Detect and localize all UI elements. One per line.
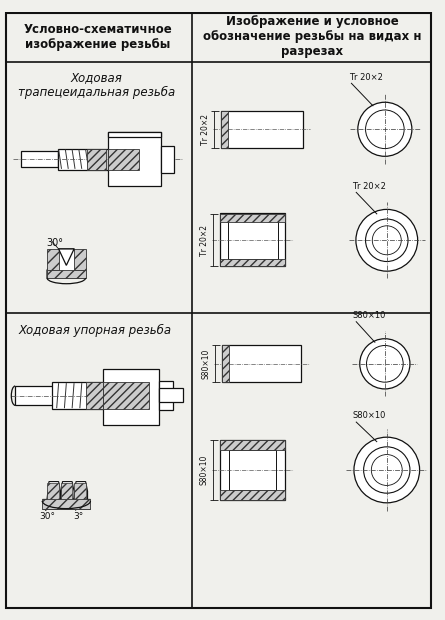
Bar: [52, 382, 105, 409]
Circle shape: [365, 110, 404, 149]
Text: S80×10: S80×10: [353, 412, 386, 420]
Text: Ходовая упорная резьба: Ходовая упорная резьба: [19, 324, 172, 337]
Circle shape: [358, 102, 412, 156]
Text: 30°: 30°: [39, 512, 55, 521]
Bar: [221, 111, 303, 148]
Circle shape: [371, 454, 402, 485]
Polygon shape: [47, 482, 61, 499]
Bar: [74, 482, 85, 499]
Bar: [15, 386, 54, 405]
Bar: [161, 146, 174, 173]
Bar: [220, 259, 285, 267]
Bar: [222, 345, 230, 382]
Bar: [108, 149, 139, 170]
Bar: [220, 490, 285, 500]
Bar: [103, 369, 159, 425]
Bar: [103, 382, 150, 409]
Bar: [108, 132, 161, 186]
Circle shape: [367, 345, 403, 382]
Bar: [85, 382, 103, 409]
Text: Тr 20×2: Тr 20×2: [348, 73, 383, 82]
Bar: [220, 215, 285, 222]
Polygon shape: [47, 249, 85, 278]
Bar: [21, 151, 58, 167]
Text: 3°: 3°: [73, 512, 83, 521]
Bar: [220, 213, 285, 267]
Polygon shape: [59, 249, 74, 265]
Circle shape: [356, 210, 418, 271]
Bar: [58, 149, 108, 170]
Bar: [87, 149, 106, 170]
Text: S80×10: S80×10: [200, 455, 209, 485]
Text: S80×10: S80×10: [202, 348, 211, 379]
Bar: [221, 111, 228, 148]
Circle shape: [364, 447, 410, 493]
Bar: [108, 132, 161, 137]
Polygon shape: [74, 482, 88, 499]
Bar: [47, 482, 59, 499]
Bar: [220, 440, 285, 500]
Circle shape: [365, 219, 408, 262]
Text: Тr 20×2: Тr 20×2: [200, 225, 209, 256]
Text: Тr 20×2: Тr 20×2: [201, 114, 210, 145]
Bar: [42, 499, 90, 508]
Text: 30°: 30°: [46, 238, 63, 248]
Bar: [159, 381, 173, 410]
Bar: [222, 345, 301, 382]
Bar: [230, 450, 276, 490]
Bar: [220, 440, 285, 450]
Circle shape: [360, 339, 410, 389]
Polygon shape: [61, 482, 74, 499]
Bar: [61, 482, 72, 499]
Bar: [227, 221, 278, 259]
Bar: [47, 249, 59, 270]
Text: Изображение и условное
обозначение резьбы на видах н
разрезах: Изображение и условное обозначение резьб…: [203, 15, 422, 58]
Bar: [47, 270, 85, 278]
Text: Тr 20×2: Тr 20×2: [352, 182, 386, 191]
Text: Ходовая
трапецеидальная резьба: Ходовая трапецеидальная резьба: [18, 71, 175, 99]
Text: S80×10: S80×10: [353, 311, 386, 320]
Text: Условно-схематичное
изображение резьбы: Условно-схематичное изображение резьбы: [23, 22, 172, 51]
Circle shape: [354, 437, 420, 503]
Circle shape: [372, 226, 401, 255]
Bar: [74, 249, 85, 270]
Bar: [159, 388, 183, 402]
